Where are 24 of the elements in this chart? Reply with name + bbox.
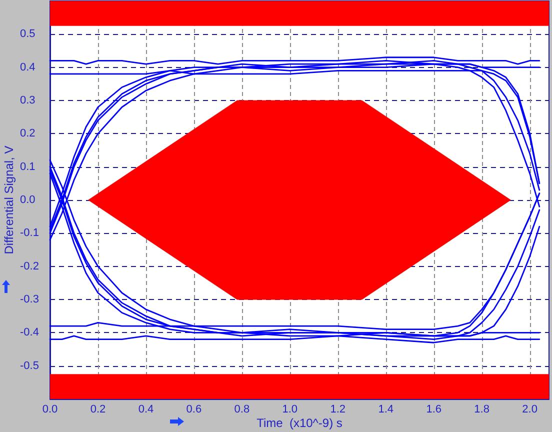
x-tick-label: 1.0 [282, 404, 298, 416]
y-tick-label: 0.4 [20, 61, 36, 74]
y-tick-label: 0.1 [20, 160, 36, 173]
y-tick-label: 0.3 [20, 94, 36, 106]
x-tick-label: 0.4 [138, 404, 154, 416]
y-tick-label: -0.1 [20, 227, 39, 240]
y-tick-label: 0.2 [20, 128, 36, 140]
x-tick-label: 1.8 [474, 404, 490, 416]
y-tick-label: -0.2 [20, 260, 39, 272]
x-tick-label: 1.6 [426, 404, 442, 416]
y-tick-label: 0.5 [20, 28, 36, 40]
x-axis-title: Time (x10^-9) s [256, 416, 342, 430]
y-axis-title: Differential Signal, V [2, 146, 16, 254]
x-tick-label: 0.2 [90, 404, 106, 416]
x-tick-label: 1.2 [330, 404, 346, 416]
x-tick-label: 1.4 [378, 404, 394, 416]
y-tick-label: -0.4 [20, 326, 39, 339]
y-tick-label: -0.3 [20, 294, 39, 306]
x-tick-label: 0.8 [234, 404, 250, 416]
x-tick-label: 0.0 [42, 404, 58, 416]
x-tick-label: 0.6 [186, 404, 202, 416]
y-tick-label: 0.0 [20, 194, 36, 206]
y-tick-label: -0.5 [20, 360, 39, 372]
x-tick-label: 2.0 [522, 404, 538, 416]
